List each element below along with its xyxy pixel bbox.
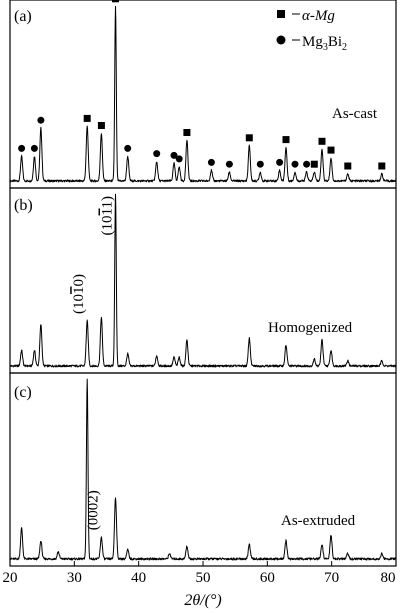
legend-circle-marker xyxy=(276,35,286,45)
mg3bi2-marker xyxy=(170,151,178,159)
panel-a-label: (a) xyxy=(14,8,32,25)
panel-a-phase-markers xyxy=(18,0,386,170)
mg3bi2-marker xyxy=(37,116,45,124)
alpha-mg-marker xyxy=(318,137,326,145)
alpha-mg-marker xyxy=(344,162,352,170)
x-tick-label: 70 xyxy=(324,570,339,586)
panel-c-label: (c) xyxy=(14,384,32,401)
x-tick-label: 30 xyxy=(67,570,82,586)
plane-label: (1010) xyxy=(71,274,87,314)
legend-alpha-mg-text: α-Mg xyxy=(302,8,335,24)
panel-b-condition: Homogenized xyxy=(268,320,353,336)
panel-a-frame xyxy=(9,0,397,189)
legend-square-marker xyxy=(277,10,285,18)
mg3bi2-marker xyxy=(303,160,311,168)
panel-c-condition: As-extruded xyxy=(281,513,356,529)
panel-b-frame xyxy=(9,187,397,374)
x-tick-label: 40 xyxy=(131,570,146,586)
alpha-mg-marker xyxy=(245,134,253,142)
alpha-mg-marker xyxy=(327,146,335,154)
plane-label: (1011) xyxy=(100,196,116,235)
legend-mg3bi2-text: Mg3Bi2 xyxy=(302,34,347,53)
mg3bi2-marker xyxy=(276,158,284,166)
alpha-mg-marker xyxy=(183,129,191,136)
mg3bi2-marker xyxy=(18,144,26,152)
x-tick-label: 20 xyxy=(3,570,18,586)
x-tick-label: 80 xyxy=(381,570,396,586)
panel-c: (c) As-extruded (0002) xyxy=(9,372,397,567)
mg3bi2-marker xyxy=(30,144,38,152)
panel-c-pattern xyxy=(9,378,397,561)
panel-b: (b) Homogenized (1010) (1011) xyxy=(9,187,397,374)
panel-c-plane-labels: (0002) xyxy=(85,490,101,530)
legend: α-Mg Mg3Bi2 xyxy=(276,8,347,53)
x-tick-label: 60 xyxy=(260,570,275,586)
alpha-mg-marker xyxy=(310,160,318,168)
mg3bi2-marker xyxy=(153,150,161,158)
panel-b-pattern xyxy=(9,193,397,368)
alpha-mg-marker xyxy=(112,0,119,3)
mg3bi2-marker xyxy=(291,160,299,168)
x-tick-label: 50 xyxy=(196,570,211,586)
mg3bi2-marker xyxy=(207,158,215,166)
alpha-mg-marker xyxy=(282,136,290,144)
x-axis-title: 2θ/(°) xyxy=(184,592,221,609)
panel-a: (a) As-cast α-Mg Mg3Bi2 xyxy=(9,0,397,189)
mg3bi2-marker xyxy=(225,160,233,168)
alpha-mg-marker xyxy=(83,114,91,122)
plane-label: (0002) xyxy=(85,490,101,530)
alpha-mg-marker xyxy=(97,122,105,129)
panel-a-pattern xyxy=(9,5,397,183)
panel-a-condition: As-cast xyxy=(332,106,378,122)
panel-b-label: (b) xyxy=(14,197,33,214)
mg3bi2-marker xyxy=(175,155,183,163)
alpha-mg-marker xyxy=(378,162,386,170)
panel-b-plane-labels: (1010) (1011) xyxy=(71,196,115,314)
panel-c-frame xyxy=(9,372,397,567)
mg3bi2-marker xyxy=(124,144,132,152)
mg3bi2-marker xyxy=(256,160,264,168)
x-axis: 20 30 40 50 60 70 80 xyxy=(3,561,397,586)
